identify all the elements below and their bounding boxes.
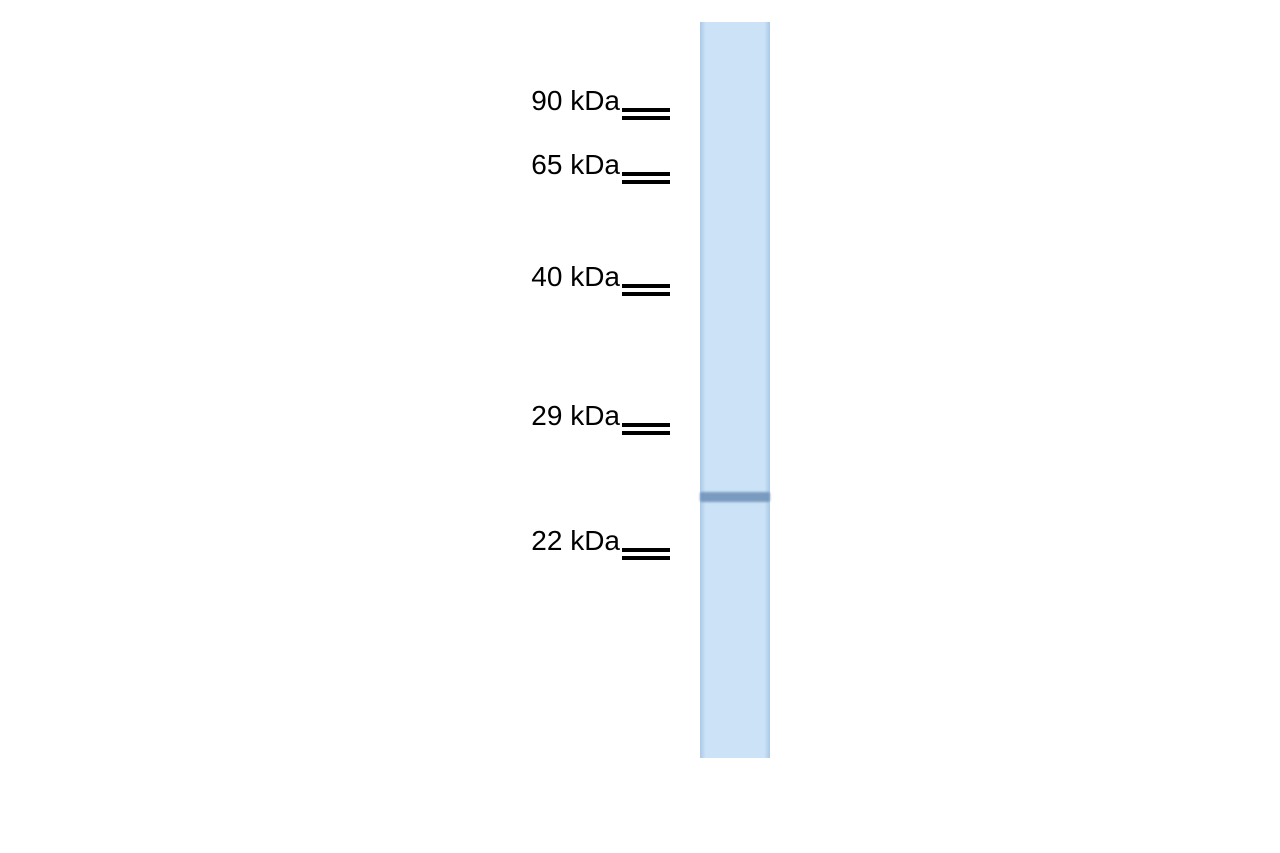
marker-label: 40 kDa (440, 261, 620, 293)
blot-canvas: 90 kDa 65 kDa 40 kDa 29 kDa 22 kDa (0, 0, 1280, 853)
marker-label: 22 kDa (440, 525, 620, 557)
marker-label: 29 kDa (440, 400, 620, 432)
marker-tick (622, 108, 670, 112)
marker-tick (622, 423, 670, 427)
marker-tick (622, 172, 670, 176)
marker-tick (622, 284, 670, 288)
marker-label: 65 kDa (440, 149, 620, 181)
marker-tick (622, 431, 670, 435)
protein-band (700, 492, 770, 502)
marker-tick (622, 548, 670, 552)
marker-tick (622, 292, 670, 296)
marker-tick (622, 556, 670, 560)
marker-label: 90 kDa (440, 85, 620, 117)
blot-lane (700, 22, 770, 758)
marker-tick (622, 116, 670, 120)
marker-tick (622, 180, 670, 184)
